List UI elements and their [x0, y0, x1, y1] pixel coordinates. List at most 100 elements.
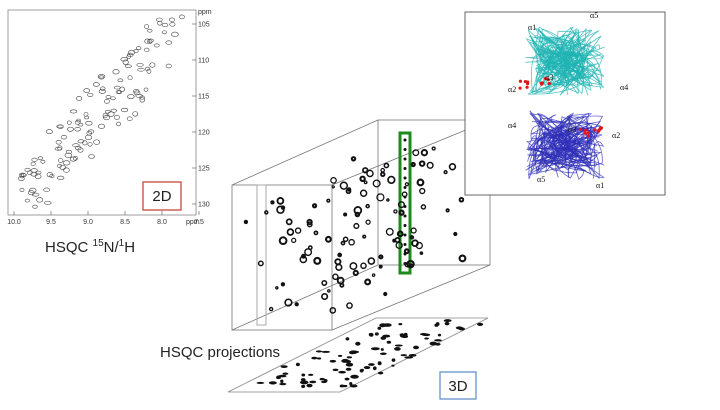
projection-peak [394, 347, 401, 351]
caption-sup: 15 [93, 238, 105, 249]
projection-peak [363, 366, 371, 370]
projection-peak [350, 374, 359, 379]
projection-peak [319, 377, 325, 381]
projection-peak [380, 352, 387, 356]
peak [313, 256, 322, 265]
peak [280, 282, 286, 287]
peak [74, 120, 81, 125]
peak [376, 193, 385, 202]
helix-label: α2 [612, 131, 620, 140]
peak [112, 69, 120, 75]
peak [403, 243, 407, 246]
caption-3d: HSQC projections [160, 344, 280, 361]
peak [410, 227, 417, 234]
peak [27, 170, 33, 176]
x-tick-label: 10.0 [7, 219, 21, 226]
peak [362, 167, 369, 174]
peak [392, 238, 397, 243]
projection-peak [400, 354, 408, 357]
peak [145, 66, 150, 71]
peak [385, 227, 394, 236]
peak [127, 52, 134, 57]
peak [154, 43, 160, 48]
backbone [527, 122, 596, 155]
peak [122, 59, 129, 65]
backbone [541, 128, 596, 179]
peak [383, 291, 388, 297]
peak [88, 154, 95, 159]
peak [69, 109, 78, 114]
peak [144, 47, 150, 52]
peak [346, 302, 353, 309]
ligand [593, 128, 597, 132]
peak [171, 31, 179, 37]
peak [278, 236, 288, 246]
projection-peak [316, 357, 322, 360]
peak [334, 258, 342, 266]
peak [359, 175, 366, 183]
peak [116, 90, 123, 94]
projection-peak [372, 366, 377, 371]
peak [268, 306, 274, 312]
peak [44, 200, 52, 205]
peak [67, 126, 74, 132]
helix-label: α3 [545, 73, 553, 82]
peak [147, 38, 154, 43]
helix-label: α4 [508, 121, 516, 130]
peak [257, 260, 264, 267]
projection-peak [391, 364, 395, 367]
peak [243, 219, 249, 225]
helix-label: α5 [537, 175, 545, 184]
projection-peak [477, 322, 484, 326]
peak [313, 230, 319, 236]
projection-peak [413, 345, 419, 350]
peak [410, 161, 416, 168]
peak [72, 156, 78, 161]
peak [127, 94, 135, 100]
projection-peak [300, 378, 306, 382]
peak [121, 107, 129, 113]
peak [352, 269, 359, 276]
projection-peak [455, 326, 464, 330]
peak [114, 114, 120, 120]
projection-peak [350, 350, 358, 355]
peak [331, 185, 335, 189]
peak [57, 175, 65, 180]
ligand [578, 127, 582, 132]
peak [32, 204, 38, 209]
y-axis-label: ppm [198, 9, 212, 16]
peak [286, 228, 295, 236]
peak [403, 248, 410, 255]
peak [98, 123, 105, 129]
peak [56, 163, 62, 168]
peak [419, 251, 424, 256]
peak [72, 143, 80, 148]
projection-peak [444, 321, 450, 326]
peak [406, 259, 415, 269]
backbone [539, 34, 602, 85]
peak [19, 187, 25, 192]
peak [294, 302, 299, 307]
peak [165, 40, 172, 45]
peak [403, 195, 407, 199]
y-tick-label: 120 [198, 130, 210, 137]
peak [403, 262, 407, 265]
peak [133, 49, 139, 54]
ligand [583, 131, 588, 135]
projection-peak [321, 380, 327, 384]
peak [380, 167, 386, 173]
peak [291, 237, 297, 243]
x-tick-label: 8.0 [157, 219, 167, 226]
peak [110, 108, 117, 113]
projection-peak [295, 362, 300, 367]
peak [403, 252, 407, 256]
peak [87, 142, 93, 147]
y-tick-label: 125 [198, 166, 210, 173]
peak [161, 30, 167, 35]
backbone [534, 115, 604, 159]
peak [137, 67, 145, 72]
projection-peak [435, 322, 440, 326]
backbone [525, 35, 597, 94]
helix-label: α4 [620, 83, 628, 92]
